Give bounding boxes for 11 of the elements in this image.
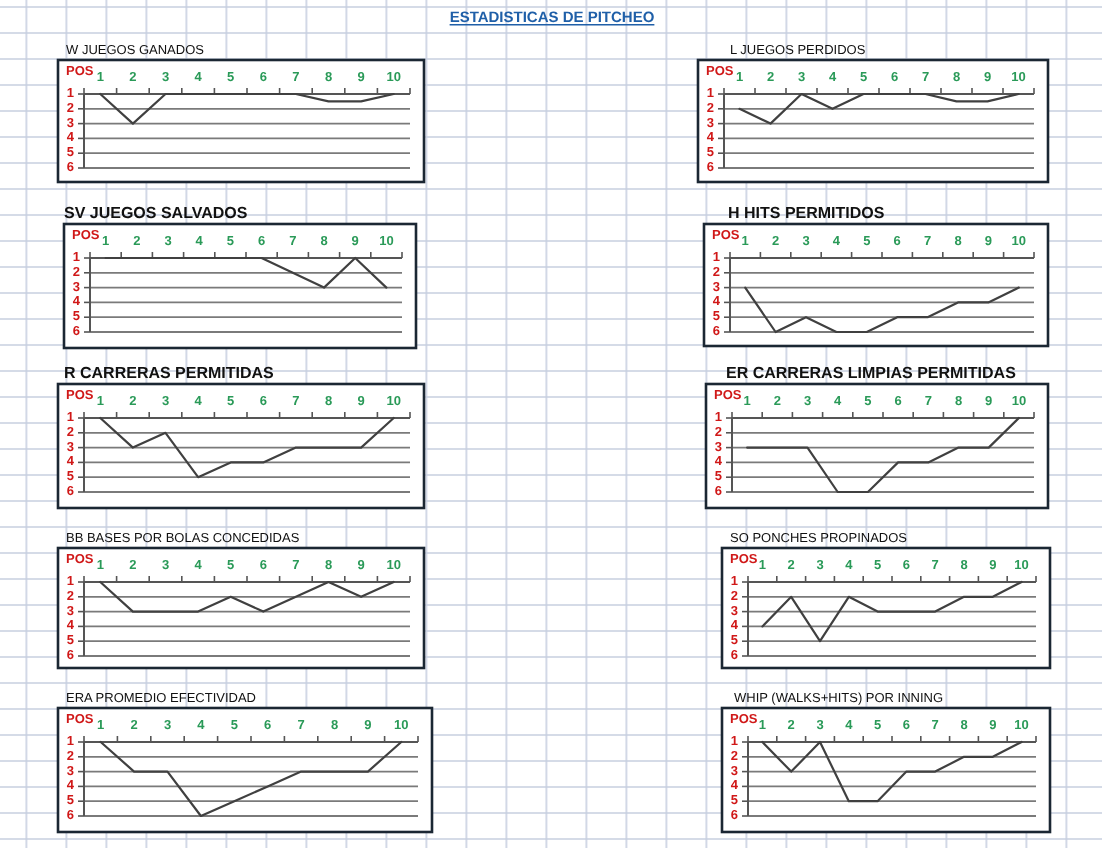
line-series <box>746 416 1020 494</box>
line-series <box>761 740 1023 803</box>
line-series <box>761 580 1023 643</box>
line-series <box>99 416 395 479</box>
chart-title: H HITS PERMITIDOS <box>728 204 886 222</box>
line-series <box>744 286 1020 334</box>
chart-title: R CARRERAS PERMITIDAS <box>64 364 276 382</box>
chart-title: ER CARRERAS LIMPIAS PERMITIDAS <box>726 364 1018 382</box>
chart-title: SV JUEGOS SALVADOS <box>64 204 249 222</box>
line-series <box>99 740 403 818</box>
line-series <box>738 92 1020 125</box>
